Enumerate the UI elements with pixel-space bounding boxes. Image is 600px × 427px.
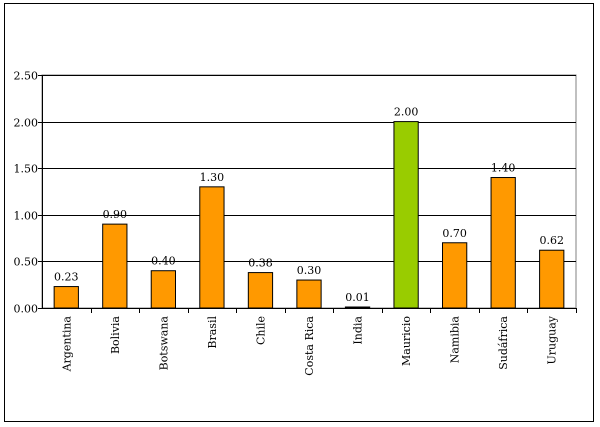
y-tick-label: 2.00 [14, 117, 39, 130]
x-tick-label: Bolivia [109, 316, 122, 354]
x-tick-label: Brasil [206, 316, 219, 349]
x-tick-label: Chile [254, 316, 267, 345]
bar-india [344, 306, 371, 309]
x-tick-label: Costa Rica [303, 316, 316, 376]
data-label: 1.30 [200, 171, 225, 184]
labels: 0.00 0.50 1.00 1.50 2.00 2.50 0.23 Argentina 0.9… [14, 70, 564, 376]
data-label: 2.00 [394, 106, 419, 119]
bar-argentina [53, 286, 79, 309]
bar-chile [247, 272, 274, 309]
bar-botswana [150, 270, 177, 309]
bar-mauricio [393, 121, 419, 309]
data-label: 0.62 [539, 234, 564, 247]
y-tick-label: 1.50 [14, 163, 39, 176]
bar-brasil [199, 186, 225, 309]
data-label: 0.70 [442, 227, 467, 240]
data-label: 0.40 [151, 255, 176, 268]
x-tick-label: India [352, 316, 365, 345]
bar-uruguay [539, 249, 565, 309]
bars [53, 121, 565, 309]
data-label: 0.23 [54, 271, 79, 284]
data-label: 0.90 [103, 208, 128, 221]
data-label: 0.38 [248, 257, 273, 270]
bar-namibia [442, 242, 468, 309]
bar-bolivia [102, 223, 128, 309]
y-tick-label: 1.00 [14, 210, 39, 223]
data-label: 0.30 [297, 264, 322, 277]
y-tick-label: 0.00 [14, 303, 39, 316]
x-tick-label: Namibia [449, 316, 462, 364]
data-label: 1.40 [491, 162, 516, 175]
x-tick-label: Argentina [60, 316, 73, 373]
bar-sud-frica [490, 177, 516, 309]
y-tick-label: 0.50 [14, 256, 39, 269]
axes [38, 75, 577, 313]
x-tick-label: Sudáfrica [497, 316, 510, 370]
x-tick-label: Mauricio [400, 316, 413, 366]
bar-costa-rica [296, 279, 322, 309]
x-tick-label: Uruguay [546, 315, 559, 364]
data-label: 0.01 [345, 291, 370, 304]
y-tick-label: 2.50 [14, 70, 39, 83]
x-tick-label: Botswana [157, 316, 170, 371]
